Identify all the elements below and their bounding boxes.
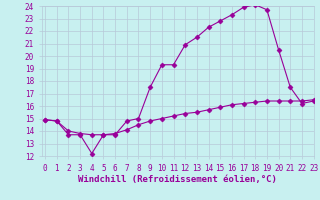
X-axis label: Windchill (Refroidissement éolien,°C): Windchill (Refroidissement éolien,°C) bbox=[78, 175, 277, 184]
